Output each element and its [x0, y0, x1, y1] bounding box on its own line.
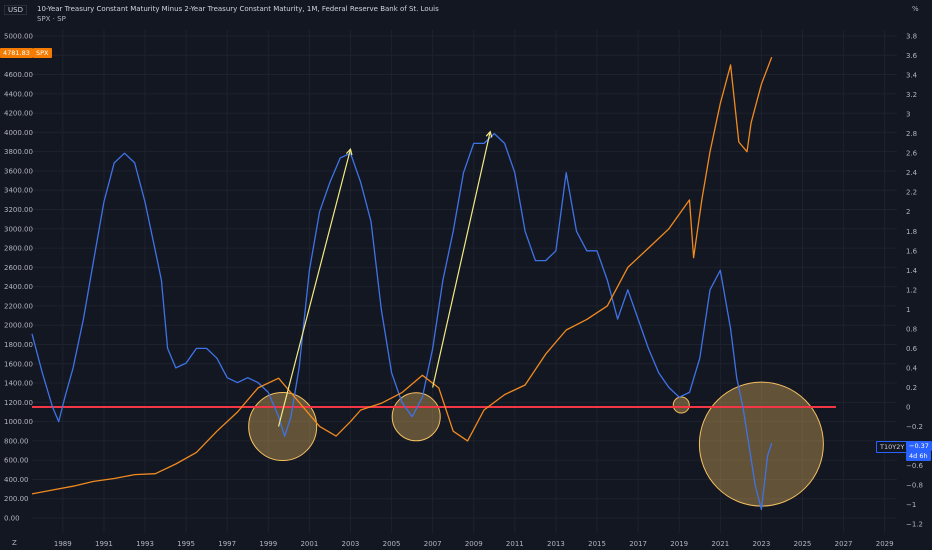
- left-tick-label: 3000.00: [4, 225, 33, 233]
- left-tick-label: 3800.00: [4, 148, 33, 156]
- t10y2y-symbol-badge: T10Y2Y: [876, 441, 909, 453]
- right-tick-label: 0: [906, 404, 910, 412]
- highlight-circle: [698, 381, 824, 507]
- left-tick-label: 600.00: [4, 457, 29, 465]
- right-tick-label: −0.6: [906, 462, 924, 470]
- right-tick-label: 0.4: [906, 364, 918, 372]
- right-tick-label: 1: [906, 306, 910, 314]
- left-tick-label: 5000.00: [4, 33, 33, 41]
- right-tick-label: 2: [906, 208, 910, 216]
- left-tick-label: 0.00: [4, 515, 20, 523]
- right-tick-label: 3.2: [906, 91, 917, 99]
- left-tick-label: 4200.00: [4, 110, 33, 118]
- right-tick-label: −0.8: [906, 482, 923, 490]
- left-tick-label: 1800.00: [4, 341, 33, 349]
- right-tick-label: 2.6: [906, 150, 918, 158]
- left-tick-label: 4000.00: [4, 129, 33, 137]
- arrow-head: [485, 130, 493, 138]
- x-tick-label: 2029: [876, 540, 894, 548]
- right-tick-label: 1.2: [906, 286, 917, 294]
- left-tick-label: 2200.00: [4, 302, 33, 310]
- spx-symbol-badge: SPX: [33, 48, 52, 58]
- currency-label[interactable]: USD: [4, 5, 27, 15]
- x-tick-label: 2009: [465, 540, 483, 548]
- left-tick-label: 4600.00: [4, 71, 33, 79]
- timezone-icon[interactable]: Z: [12, 539, 17, 547]
- left-tick-label: 3200.00: [4, 206, 33, 214]
- x-tick-label: 2011: [506, 540, 524, 548]
- right-tick-label: 2.4: [906, 169, 918, 177]
- right-tick-label: 1.4: [906, 267, 918, 275]
- x-tick-label: 1993: [136, 540, 154, 548]
- left-tick-label: 200.00: [4, 495, 29, 503]
- t10y2y-countdown-badge: 4d 6h: [906, 451, 931, 461]
- right-tick-label: 3.8: [906, 33, 917, 41]
- t10y2y-value-badge: −0.37: [906, 441, 932, 451]
- trend-arrow: [277, 149, 352, 427]
- annotations: [32, 381, 836, 507]
- grid: [32, 30, 897, 533]
- highlight-circle: [248, 392, 318, 462]
- left-tick-label: 1000.00: [4, 418, 33, 426]
- x-tick-label: 1999: [259, 540, 277, 548]
- right-tick-label: 1.6: [906, 247, 918, 255]
- x-tick-label: 2017: [629, 540, 647, 548]
- x-tick-label: 2021: [711, 540, 729, 548]
- right-tick-label: −0.2: [906, 423, 923, 431]
- spx-price-value: 4781.83: [3, 49, 30, 57]
- left-tick-label: 800.00: [4, 437, 29, 445]
- x-tick-label: 1989: [54, 540, 72, 548]
- left-tick-label: 2400.00: [4, 283, 33, 291]
- trend-arrow: [432, 131, 491, 388]
- right-tick-label: 3: [906, 111, 910, 119]
- left-tick-label: 2800.00: [4, 245, 33, 253]
- right-tick-label: −1.2: [906, 521, 923, 529]
- left-tick-label: 3400.00: [4, 187, 33, 195]
- left-tick-label: 400.00: [4, 476, 29, 484]
- right-tick-label: 0.2: [906, 384, 917, 392]
- x-tick-label: 1991: [95, 540, 113, 548]
- highlight-circle: [672, 396, 690, 414]
- right-unit-label: %: [912, 5, 919, 13]
- right-tick-label: 2.8: [906, 130, 917, 138]
- left-axis: 0.00 200.00 400.00 600.00 800.00 1000.00 1200.…: [4, 33, 33, 523]
- left-tick-label: 4400.00: [4, 90, 33, 98]
- left-tick-label: 1400.00: [4, 380, 33, 388]
- left-tick-label: 1200.00: [4, 399, 33, 407]
- x-tick-label: 2001: [300, 540, 318, 548]
- x-tick-label: 2005: [383, 540, 401, 548]
- right-tick-label: −1: [906, 501, 916, 509]
- x-tick-label: 1995: [177, 540, 195, 548]
- x-tick-label: 2003: [342, 540, 360, 548]
- spx-price-badge: 4781.83: [0, 48, 33, 58]
- left-tick-label: 2000.00: [4, 322, 33, 330]
- right-tick-label: 1.8: [906, 228, 917, 236]
- left-tick-label: 3600.00: [4, 167, 33, 175]
- x-tick-label: 2015: [588, 540, 606, 548]
- x-tick-label: 2013: [547, 540, 565, 548]
- chart-title: 10-Year Treasury Constant Maturity Minus…: [37, 5, 439, 13]
- x-tick-label: 1997: [218, 540, 236, 548]
- right-tick-label: 2.2: [906, 189, 917, 197]
- right-tick-label: 3.6: [906, 52, 918, 60]
- arrow-head: [345, 148, 353, 156]
- right-tick-label: 0.8: [906, 325, 917, 333]
- x-tick-label: 2027: [835, 540, 853, 548]
- t10y2y-line: [31, 132, 773, 511]
- left-tick-label: 1600.00: [4, 360, 33, 368]
- x-tick-label: 2025: [794, 540, 812, 548]
- series-lines: [31, 56, 773, 511]
- x-axis: 1989 1991 1993 1995 1997 1999 2001 2003 2005 2007…: [54, 540, 894, 548]
- x-tick-label: 2019: [670, 540, 688, 548]
- x-tick-label: 2007: [424, 540, 442, 548]
- x-tick-label: 2023: [752, 540, 770, 548]
- spx-line: [31, 56, 773, 495]
- left-tick-label: 2600.00: [4, 264, 33, 272]
- highlight-circle: [391, 392, 441, 442]
- right-tick-label: 3.4: [906, 72, 918, 80]
- right-tick-label: 0.6: [906, 345, 918, 353]
- chart-subtitle: SPX · SP: [37, 15, 66, 23]
